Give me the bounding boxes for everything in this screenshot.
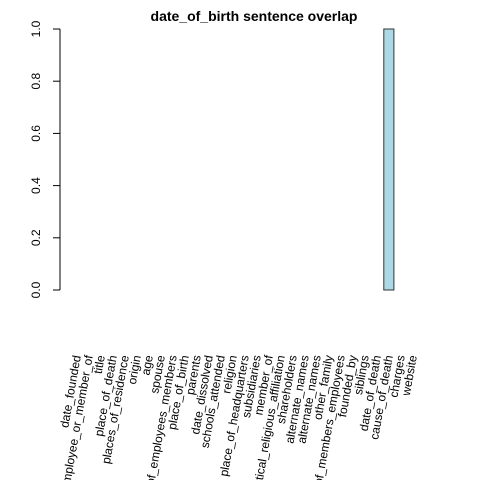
x-tick-label: parents bbox=[183, 354, 204, 396]
y-tick-label: 0.8 bbox=[29, 73, 43, 90]
y-tick-label: 1.0 bbox=[29, 20, 43, 37]
y-tick-label: 0.6 bbox=[29, 125, 43, 142]
x-tick-label: title bbox=[91, 354, 108, 375]
y-axis: 0.0 0.2 0.4 0.6 0.8 1.0 bbox=[29, 20, 61, 298]
x-tick-label: age bbox=[139, 354, 156, 376]
y-tick-label: 0.4 bbox=[29, 177, 43, 194]
x-tick-label: siblings bbox=[351, 354, 372, 396]
x-axis-labels: date_foundedemployee_or_member_oftitlepl… bbox=[57, 353, 420, 480]
x-tick-label: religion bbox=[219, 354, 240, 395]
bar bbox=[383, 28, 395, 291]
bars bbox=[383, 28, 395, 291]
y-tick-label: 0.0 bbox=[29, 281, 43, 298]
chart-title: date_of_birth sentence overlap bbox=[151, 8, 358, 24]
x-tick-label: origin bbox=[125, 354, 144, 385]
x-tick-label: spouse bbox=[147, 354, 168, 395]
y-tick-label: 0.2 bbox=[29, 229, 43, 246]
